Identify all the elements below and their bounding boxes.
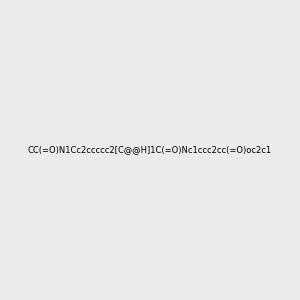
Text: CC(=O)N1Cc2ccccc2[C@@H]1C(=O)Nc1ccc2cc(=O)oc2c1: CC(=O)N1Cc2ccccc2[C@@H]1C(=O)Nc1ccc2cc(=… [28, 146, 272, 154]
